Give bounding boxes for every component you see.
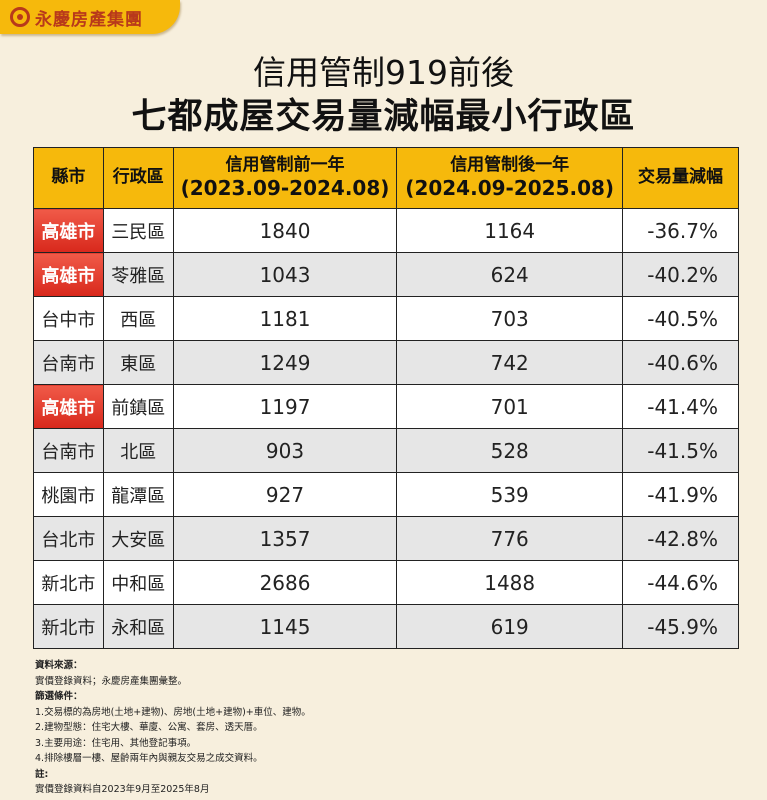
brand-name: 永慶房產集團 bbox=[35, 9, 143, 30]
title-line-1: 信用管制919前後 bbox=[253, 53, 514, 92]
cell-city: 台南市 bbox=[33, 340, 104, 385]
cell-before: 927 bbox=[172, 472, 398, 517]
table-row: 新北市 中和區 2686 1488 -44.6% bbox=[33, 560, 739, 605]
table-row: 新北市 永和區 1145 619 -45.9% bbox=[33, 604, 739, 649]
cell-city: 台中市 bbox=[33, 296, 104, 341]
filter-item: 1.交易標的為房地(土地+建物)、房地(土地+建物)+車位、建物。 bbox=[35, 706, 311, 718]
header-after-label: 信用管制後一年 bbox=[450, 154, 570, 175]
header-before-period: (2023.09-2024.08) bbox=[180, 176, 390, 201]
cell-before: 1043 bbox=[172, 252, 398, 297]
cell-city: 台南市 bbox=[33, 428, 104, 473]
header-after-period: (2024.09-2025.08) bbox=[405, 176, 615, 201]
cell-change: -40.2% bbox=[622, 252, 739, 297]
cell-change: -40.5% bbox=[622, 296, 739, 341]
header-before-label: 信用管制前一年 bbox=[225, 154, 345, 175]
transaction-table: 縣市 行政區 信用管制前一年 (2023.09-2024.08) 信用管制後一年… bbox=[33, 147, 739, 649]
cell-city: 新北市 bbox=[33, 604, 104, 649]
filter-item: 3.主要用途：住宅用、其他登記事項。 bbox=[35, 737, 197, 749]
cell-city: 桃園市 bbox=[33, 472, 104, 517]
yungching-logo-icon bbox=[10, 7, 30, 27]
cell-after: 1164 bbox=[396, 208, 624, 253]
cell-after: 619 bbox=[396, 604, 624, 649]
cell-before: 1249 bbox=[172, 340, 398, 385]
cell-district: 北區 bbox=[102, 428, 174, 473]
filter-item: 4.排除樓層一樓、屋齡兩年內與親友交易之成交資料。 bbox=[35, 753, 263, 764]
cell-city: 高雄市 bbox=[33, 384, 104, 429]
cell-district: 三民區 bbox=[102, 208, 174, 253]
table-row: 桃園市 龍潭區 927 539 -41.9% bbox=[33, 472, 739, 517]
header-change: 交易量減幅 bbox=[622, 147, 739, 209]
cell-change: -36.7% bbox=[622, 208, 739, 253]
cell-after: 528 bbox=[396, 428, 624, 473]
cell-before: 1145 bbox=[172, 604, 398, 649]
cell-before: 903 bbox=[172, 428, 398, 473]
source-text: 實價登錄資料；永慶房產集團彙整。 bbox=[35, 675, 188, 687]
cell-change: -41.4% bbox=[622, 384, 739, 429]
cell-before: 1357 bbox=[172, 516, 398, 561]
header-city: 縣市 bbox=[33, 147, 104, 209]
cell-before: 1197 bbox=[172, 384, 398, 429]
title-line-2: 七都成屋交易量減幅最小行政區 bbox=[131, 97, 636, 137]
header-before: 信用管制前一年 (2023.09-2024.08) bbox=[172, 147, 398, 209]
cell-district: 永和區 bbox=[102, 604, 174, 649]
cell-district: 前鎮區 bbox=[102, 384, 174, 429]
filter-heading: 篩選條件： bbox=[35, 691, 83, 702]
cell-district: 東區 bbox=[102, 340, 174, 385]
cell-city: 高雄市 bbox=[33, 252, 104, 297]
table-header-row: 縣市 行政區 信用管制前一年 (2023.09-2024.08) 信用管制後一年… bbox=[33, 147, 739, 209]
cell-before: 2686 bbox=[172, 560, 398, 605]
cell-after: 742 bbox=[396, 340, 624, 385]
notes: 資料來源： 實價登錄資料；永慶房產集團彙整。 篩選條件： 1.交易標的為房地(土… bbox=[35, 658, 311, 798]
source-heading: 資料來源： bbox=[35, 660, 83, 671]
cell-change: -44.6% bbox=[622, 560, 739, 605]
header-after: 信用管制後一年 (2024.09-2025.08) bbox=[396, 147, 624, 209]
cell-city: 新北市 bbox=[33, 560, 104, 605]
cell-change: -40.6% bbox=[622, 340, 739, 385]
table-row: 台南市 北區 903 528 -41.5% bbox=[33, 428, 739, 473]
cell-before: 1840 bbox=[172, 208, 398, 253]
filter-item: 2.建物型態：住宅大樓、華廈、公寓、套房、透天厝。 bbox=[35, 722, 263, 733]
cell-district: 大安區 bbox=[102, 516, 174, 561]
table-row: 台北市 大安區 1357 776 -42.8% bbox=[33, 516, 739, 561]
brand-banner: 永慶房產集團 bbox=[0, 0, 180, 34]
cell-change: -42.8% bbox=[622, 516, 739, 561]
cell-after: 703 bbox=[396, 296, 624, 341]
cell-district: 龍潭區 bbox=[102, 472, 174, 517]
cell-after: 1488 bbox=[396, 560, 624, 605]
table-row: 高雄市 前鎮區 1197 701 -41.4% bbox=[33, 384, 739, 429]
cell-city: 台北市 bbox=[33, 516, 104, 561]
cell-district: 苓雅區 bbox=[102, 252, 174, 297]
remark-text: 實價登錄資料自2023年9月至2025年8月 bbox=[35, 784, 210, 795]
cell-district: 中和區 bbox=[102, 560, 174, 605]
cell-change: -45.9% bbox=[622, 604, 739, 649]
cell-after: 539 bbox=[396, 472, 624, 517]
cell-before: 1181 bbox=[172, 296, 398, 341]
cell-change: -41.9% bbox=[622, 472, 739, 517]
cell-after: 776 bbox=[396, 516, 624, 561]
cell-after: 624 bbox=[396, 252, 624, 297]
cell-city: 高雄市 bbox=[33, 208, 104, 253]
table-row: 台南市 東區 1249 742 -40.6% bbox=[33, 340, 739, 385]
cell-after: 701 bbox=[396, 384, 624, 429]
cell-change: -41.5% bbox=[622, 428, 739, 473]
header-district: 行政區 bbox=[102, 147, 174, 209]
table-row: 高雄市 苓雅區 1043 624 -40.2% bbox=[33, 252, 739, 297]
cell-district: 西區 bbox=[102, 296, 174, 341]
table-row: 高雄市 三民區 1840 1164 -36.7% bbox=[33, 208, 739, 253]
table-row: 台中市 西區 1181 703 -40.5% bbox=[33, 296, 739, 341]
remark-heading: 註: bbox=[35, 768, 49, 780]
